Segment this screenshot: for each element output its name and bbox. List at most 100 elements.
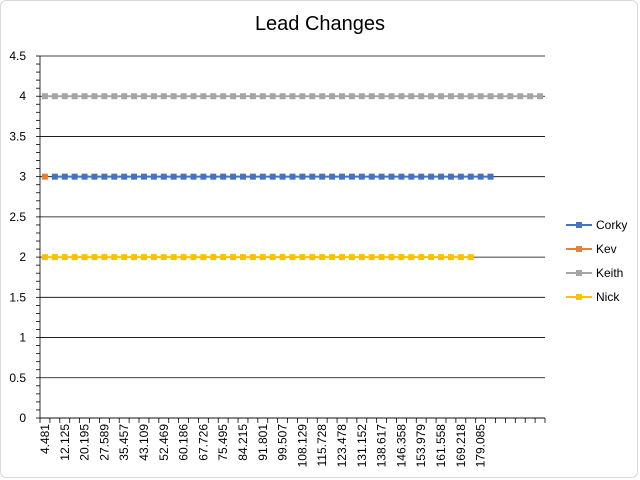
data-point-corky bbox=[447, 173, 454, 180]
data-point-keith bbox=[348, 93, 355, 100]
data-point-keith bbox=[61, 93, 68, 100]
data-point-corky bbox=[408, 173, 415, 180]
x-tick-label-10: 84.215 bbox=[236, 424, 250, 461]
data-point-corky bbox=[180, 173, 187, 180]
data-point-keith bbox=[319, 93, 326, 100]
data-point-keith bbox=[101, 93, 108, 100]
data-point-keith bbox=[358, 93, 365, 100]
data-point-nick bbox=[131, 254, 138, 261]
data-point-keith bbox=[527, 93, 534, 100]
data-point-keith bbox=[487, 93, 494, 100]
data-point-keith bbox=[408, 93, 415, 100]
data-point-nick bbox=[239, 254, 246, 261]
data-point-nick bbox=[447, 254, 454, 261]
data-point-keith bbox=[190, 93, 197, 100]
data-point-nick bbox=[41, 254, 48, 261]
data-point-keith bbox=[497, 93, 504, 100]
data-point-nick bbox=[150, 254, 157, 261]
data-point-corky bbox=[210, 173, 217, 180]
data-point-nick bbox=[319, 254, 326, 261]
data-point-corky bbox=[348, 173, 355, 180]
x-tick-label-8: 67.726 bbox=[196, 424, 210, 461]
data-point-corky bbox=[121, 173, 128, 180]
data-point-nick bbox=[467, 254, 474, 261]
x-tick-label-16: 131.152 bbox=[355, 424, 369, 468]
data-point-corky bbox=[388, 173, 395, 180]
y-tick-label-7: 3.5 bbox=[9, 129, 26, 143]
data-point-corky bbox=[140, 173, 147, 180]
data-point-corky bbox=[428, 173, 435, 180]
data-point-keith bbox=[279, 93, 286, 100]
data-point-nick bbox=[170, 254, 177, 261]
y-tick-label-8: 4 bbox=[19, 89, 26, 103]
data-point-keith bbox=[457, 93, 464, 100]
x-tick-label-15: 123.478 bbox=[335, 424, 349, 468]
data-point-corky bbox=[111, 173, 118, 180]
data-point-nick bbox=[160, 254, 167, 261]
y-tick-label-1: 0.5 bbox=[9, 371, 26, 385]
data-point-keith bbox=[150, 93, 157, 100]
data-point-nick bbox=[378, 254, 385, 261]
data-point-corky bbox=[91, 173, 98, 180]
data-point-nick bbox=[428, 254, 435, 261]
data-point-keith bbox=[467, 93, 474, 100]
data-point-keith bbox=[81, 93, 88, 100]
data-point-keith bbox=[299, 93, 306, 100]
legend-marker-keith bbox=[576, 270, 582, 276]
data-point-keith bbox=[507, 93, 514, 100]
x-tick-label-9: 75.495 bbox=[216, 424, 230, 461]
data-point-keith bbox=[220, 93, 227, 100]
data-point-keith bbox=[259, 93, 266, 100]
data-point-nick bbox=[418, 254, 425, 261]
data-point-corky bbox=[329, 173, 336, 180]
data-point-corky bbox=[319, 173, 326, 180]
data-point-corky bbox=[358, 173, 365, 180]
data-point-corky bbox=[477, 173, 484, 180]
data-point-kev bbox=[41, 173, 48, 180]
data-point-corky bbox=[239, 173, 246, 180]
y-tick-label-2: 1 bbox=[19, 331, 26, 345]
legend-marker-nick bbox=[576, 294, 582, 300]
y-tick-label-4: 2 bbox=[19, 250, 26, 264]
data-point-corky bbox=[71, 173, 78, 180]
x-tick-label-12: 99.507 bbox=[276, 424, 290, 461]
data-point-keith bbox=[111, 93, 118, 100]
data-point-nick bbox=[309, 254, 316, 261]
data-point-corky bbox=[457, 173, 464, 180]
data-point-keith bbox=[388, 93, 395, 100]
data-point-keith bbox=[210, 93, 217, 100]
data-point-keith bbox=[200, 93, 207, 100]
legend-label-corky: Corky bbox=[596, 218, 627, 232]
data-point-corky bbox=[279, 173, 286, 180]
data-point-keith bbox=[537, 93, 544, 100]
data-point-nick bbox=[71, 254, 78, 261]
y-tick-label-6: 3 bbox=[19, 170, 26, 184]
x-tick-label-19: 153.979 bbox=[414, 424, 428, 468]
data-point-keith bbox=[249, 93, 256, 100]
data-point-corky bbox=[289, 173, 296, 180]
data-point-nick bbox=[190, 254, 197, 261]
x-tick-label-18: 146.358 bbox=[394, 424, 408, 468]
data-point-corky bbox=[299, 173, 306, 180]
y-tick-label-3: 1.5 bbox=[9, 290, 26, 304]
data-point-corky bbox=[368, 173, 375, 180]
data-point-corky bbox=[170, 173, 177, 180]
x-tick-label-13: 108.129 bbox=[295, 424, 309, 468]
x-tick-label-6: 52.469 bbox=[157, 424, 171, 461]
data-point-keith bbox=[51, 93, 58, 100]
data-point-nick bbox=[438, 254, 445, 261]
data-point-corky bbox=[269, 173, 276, 180]
data-point-keith bbox=[517, 93, 524, 100]
legend-marker-kev bbox=[576, 246, 582, 252]
x-tick-label-2: 20.195 bbox=[78, 424, 92, 461]
data-point-corky bbox=[131, 173, 138, 180]
chart-title: Lead Changes bbox=[254, 13, 386, 35]
data-point-nick bbox=[329, 254, 336, 261]
data-point-nick bbox=[230, 254, 237, 261]
data-point-keith bbox=[269, 93, 276, 100]
data-point-keith bbox=[131, 93, 138, 100]
data-point-nick bbox=[348, 254, 355, 261]
data-point-nick bbox=[368, 254, 375, 261]
data-point-nick bbox=[259, 254, 266, 261]
